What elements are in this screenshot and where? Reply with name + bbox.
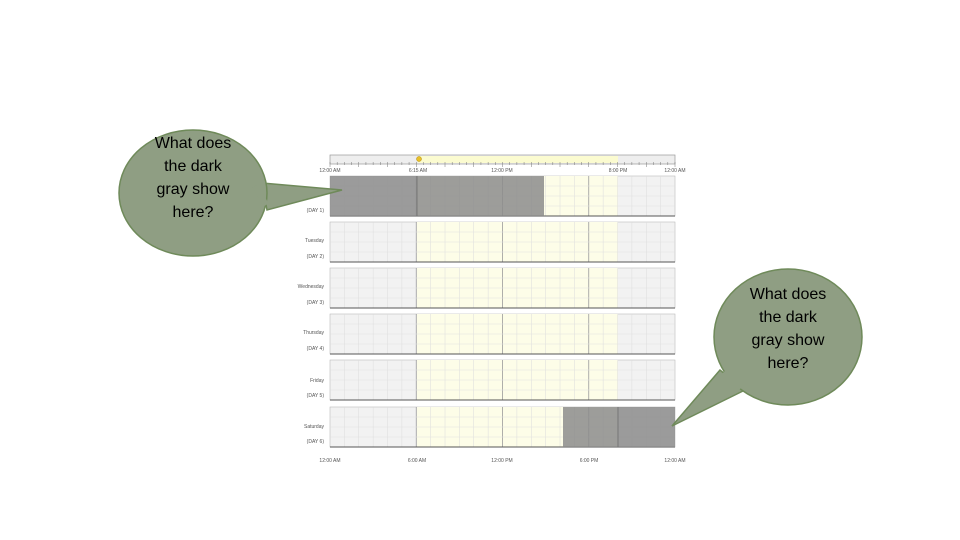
day-label: (DAY 3) (307, 300, 325, 306)
dark-gray-period-day-6 (563, 407, 675, 447)
timeline-ticks (329, 162, 676, 167)
callout-bubble-right: What does the dark gray show here? (671, 268, 863, 427)
day-name: Saturday (304, 424, 325, 430)
top-timeline: 12:00 AM 6:15 AM 12:00 PM 8:00 PM 12:00 … (319, 154, 686, 174)
bottom-label-1: 6:00 AM (408, 458, 426, 464)
day-row: Wednesday (DAY 3) (298, 267, 676, 309)
day-name: Wednesday (298, 284, 325, 290)
top-label-1: 6:15 AM (409, 168, 427, 174)
bottom-label-2: 12:00 PM (491, 458, 512, 464)
day-rows: (DAY 1) Tuesday (DAY 2) Wednesday (DAY 3… (298, 175, 676, 448)
day-row: Friday (DAY 5) (307, 359, 676, 401)
bottom-axis: 12:00 AM 6:00 AM 12:00 PM 6:00 PM 12:00 … (319, 458, 685, 464)
callout-left-line1: What does (155, 135, 231, 152)
top-label-2: 12:00 PM (491, 168, 512, 174)
callout-right-line4: here? (768, 355, 809, 372)
day-row: Thursday (DAY 4) (303, 313, 676, 355)
callout-left-line3: gray show (157, 181, 230, 198)
callout-right-line3: gray show (752, 332, 825, 349)
day-label: (DAY 1) (307, 208, 325, 214)
bottom-label-0: 12:00 AM (319, 458, 340, 464)
day-label: (DAY 2) (307, 254, 325, 260)
bottom-label-3: 6:00 PM (580, 458, 599, 464)
bottom-label-4: 12:00 AM (664, 458, 685, 464)
day-name: Tuesday (305, 238, 324, 244)
callout-left-line4: here? (173, 204, 214, 221)
day-label: (DAY 4) (307, 346, 325, 352)
dark-gray-period-day-1 (330, 176, 544, 216)
day-name: Thursday (303, 330, 324, 336)
top-label-4: 12:00 AM (664, 168, 685, 174)
callout-right-line2: the dark (759, 309, 818, 326)
callout-bubble-left: What does the dark gray show here? (118, 129, 343, 257)
callout-left-line2: the dark (164, 158, 223, 175)
day-label: (DAY 6) (307, 439, 325, 445)
top-label-0: 12:00 AM (319, 168, 340, 174)
day-label: (DAY 5) (307, 393, 325, 399)
day-name: Friday (310, 378, 324, 384)
callout-right-line1: What does (750, 286, 826, 303)
sun-icon (416, 156, 422, 162)
top-label-3: 8:00 PM (609, 168, 628, 174)
timeline-daylight (418, 156, 618, 163)
day-row: Tuesday (DAY 2) (305, 221, 676, 263)
